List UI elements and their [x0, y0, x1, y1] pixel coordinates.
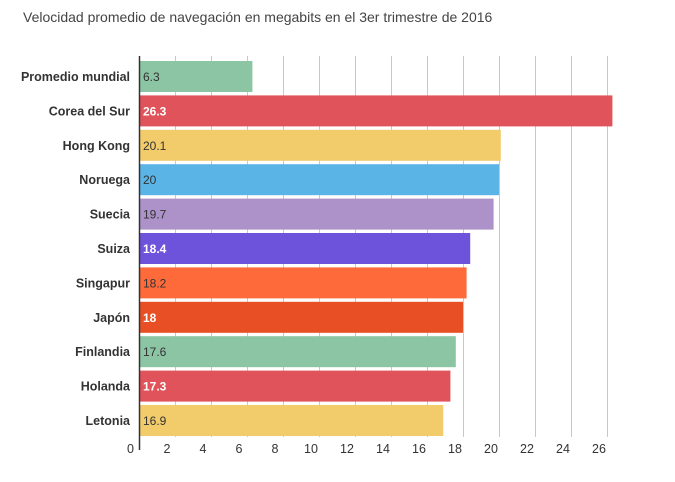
- category-label: Promedio mundial: [21, 70, 130, 84]
- x-tick-label: 18: [448, 442, 462, 456]
- data-label: 19.7: [143, 208, 167, 222]
- x-tick-label: 10: [304, 442, 318, 456]
- data-label: 18.2: [143, 276, 167, 290]
- data-label: 17.3: [143, 380, 167, 394]
- data-label: 17.6: [143, 345, 167, 359]
- bar: [139, 336, 456, 368]
- data-label: 18: [143, 311, 157, 325]
- x-tick-label: 0: [127, 442, 134, 456]
- bar: [139, 164, 499, 196]
- bar: [139, 198, 494, 230]
- x-tick-label: 8: [272, 442, 279, 456]
- bar: [139, 61, 253, 92]
- category-label: Letonia: [86, 414, 131, 428]
- category-label: Suecia: [90, 208, 131, 222]
- x-tick-label: 22: [520, 442, 534, 456]
- x-tick-label: 24: [556, 442, 570, 456]
- data-label: 16.9: [143, 414, 167, 428]
- category-label: Hong Kong: [63, 139, 130, 153]
- category-label: Singapur: [76, 276, 130, 290]
- x-tick-label: 12: [340, 442, 354, 456]
- data-label: 6.3: [143, 70, 160, 84]
- bar: [139, 233, 471, 264]
- category-label: Finlandia: [75, 345, 131, 359]
- bar: [139, 267, 467, 299]
- data-label: 26.3: [143, 104, 167, 118]
- data-label: 20: [143, 173, 157, 187]
- bar: [139, 95, 613, 127]
- x-tick-label: 16: [412, 442, 426, 456]
- bar: [139, 405, 444, 436]
- x-tick-label: 26: [592, 442, 606, 456]
- chart-title: Velocidad promedio de navegación en mega…: [23, 9, 493, 25]
- x-tick-label: 4: [200, 442, 207, 456]
- data-label: 20.1: [143, 139, 167, 153]
- bar: [139, 301, 463, 333]
- bar: [139, 129, 501, 161]
- category-label: Holanda: [81, 380, 131, 394]
- category-label: Noruega: [79, 173, 131, 187]
- category-label: Japón: [93, 311, 130, 325]
- category-label: Corea del Sur: [49, 104, 130, 118]
- category-label: Suiza: [97, 242, 131, 256]
- data-label: 18.4: [143, 242, 167, 256]
- x-tick-label: 20: [484, 442, 498, 456]
- x-tick-label: 6: [236, 442, 243, 456]
- x-tick-label: 2: [164, 442, 171, 456]
- bar: [139, 370, 451, 402]
- x-tick-label: 14: [376, 442, 390, 456]
